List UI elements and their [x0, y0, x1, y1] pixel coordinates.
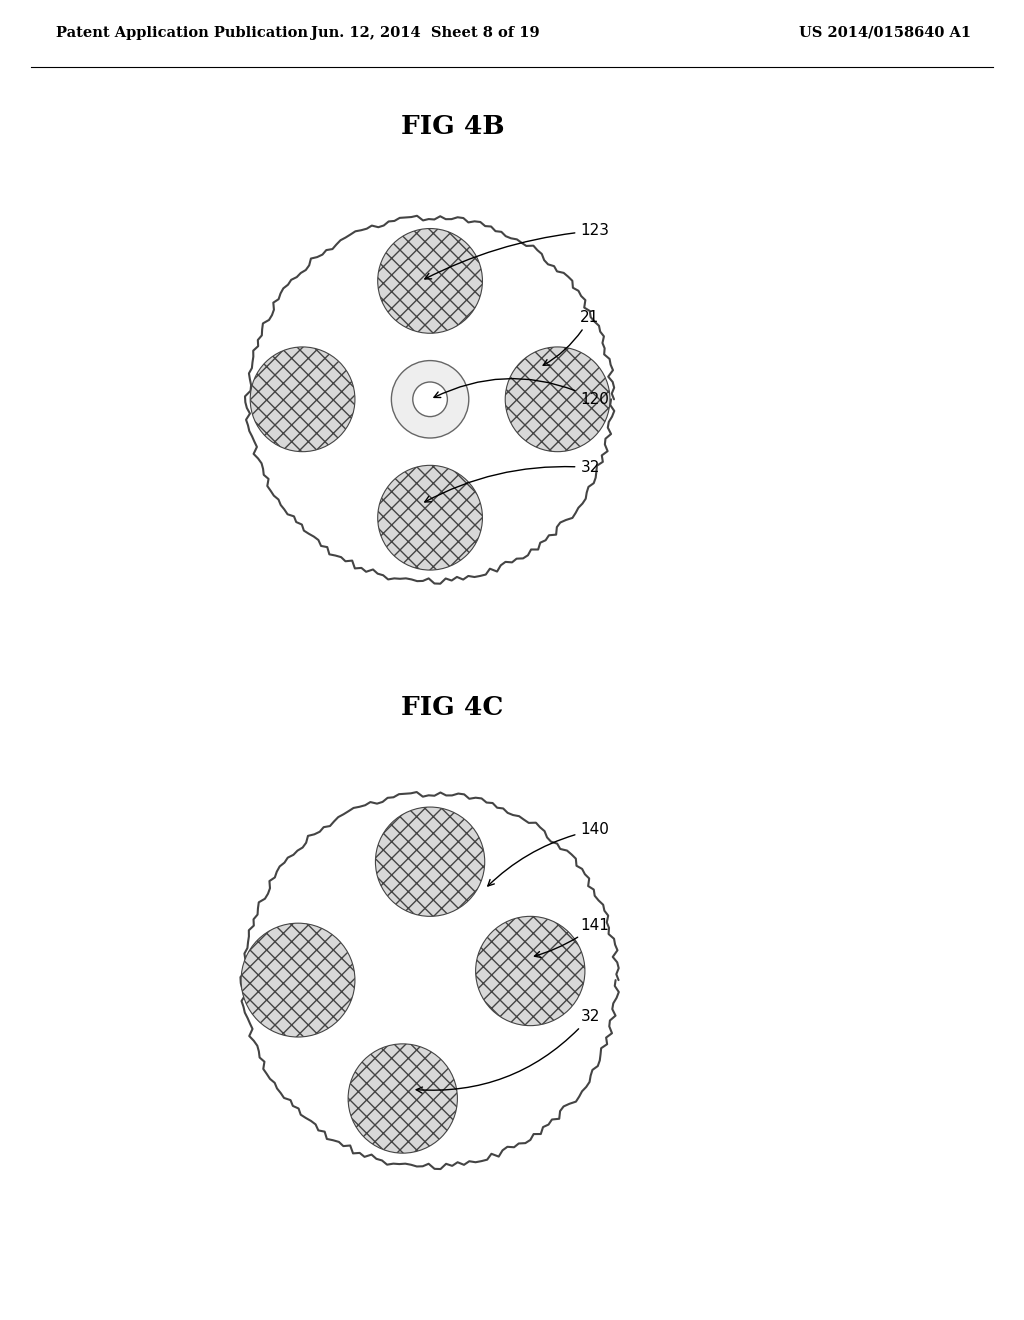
Circle shape — [250, 347, 355, 451]
Text: 32: 32 — [425, 461, 600, 502]
Circle shape — [378, 228, 482, 333]
Circle shape — [475, 916, 585, 1026]
Circle shape — [505, 347, 610, 451]
Text: Jun. 12, 2014  Sheet 8 of 19: Jun. 12, 2014 Sheet 8 of 19 — [310, 25, 540, 40]
Text: 32: 32 — [416, 1008, 600, 1093]
Circle shape — [250, 219, 610, 579]
Text: Patent Application Publication: Patent Application Publication — [56, 25, 308, 40]
Text: FIG 4B: FIG 4B — [401, 114, 505, 139]
Text: FIG 4C: FIG 4C — [401, 694, 504, 719]
Circle shape — [413, 381, 447, 417]
Circle shape — [348, 1044, 458, 1154]
Text: 140: 140 — [487, 822, 609, 886]
Circle shape — [245, 795, 615, 1166]
Text: 120: 120 — [434, 379, 609, 407]
Text: US 2014/0158640 A1: US 2014/0158640 A1 — [799, 25, 971, 40]
Text: 123: 123 — [425, 223, 609, 279]
Circle shape — [241, 923, 355, 1038]
Text: 141: 141 — [535, 917, 609, 957]
Circle shape — [378, 466, 482, 570]
Circle shape — [376, 807, 484, 916]
Circle shape — [391, 360, 469, 438]
Text: 21: 21 — [543, 310, 600, 366]
